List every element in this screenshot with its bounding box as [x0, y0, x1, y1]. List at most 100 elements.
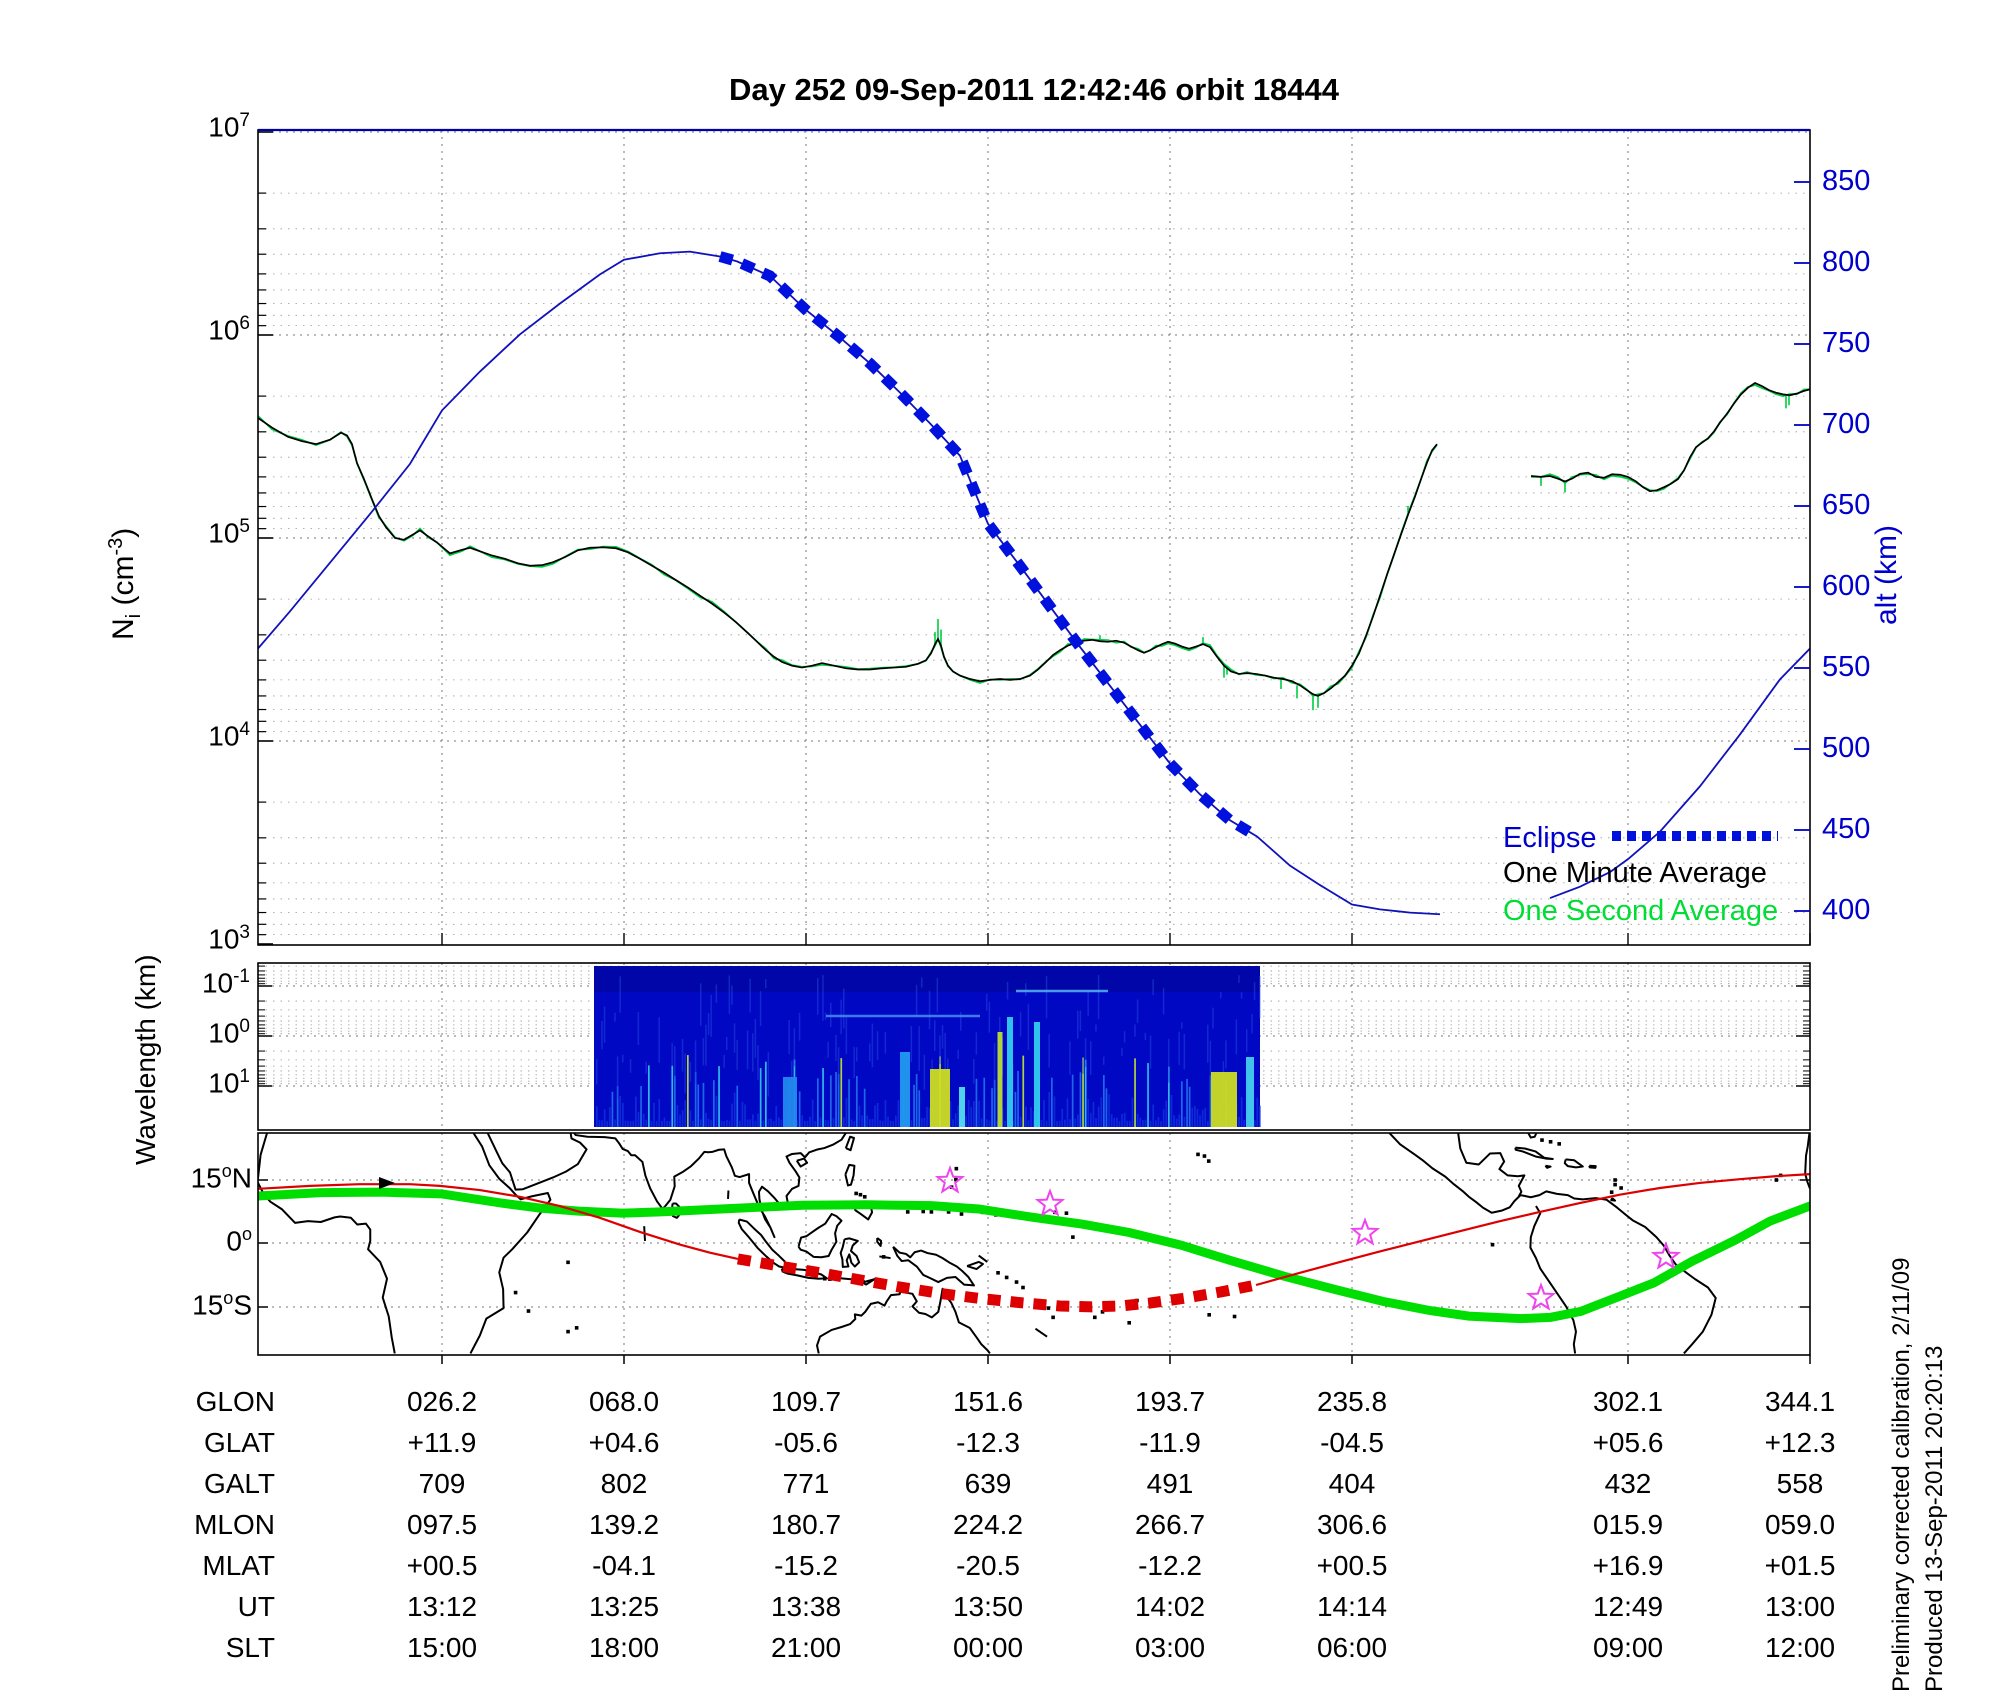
event-star-marker	[1034, 1188, 1066, 1217]
table-cell: 771	[782, 1468, 830, 1499]
ni-tick-label: 104	[208, 719, 250, 752]
table-cell: +12.3	[1764, 1427, 1836, 1458]
wavelength-axis-label: Wavelength (km)	[130, 954, 162, 1165]
orbit-track	[1255, 1173, 1810, 1287]
table-cell: 12:00	[1764, 1632, 1836, 1663]
spectrogram-hotspot	[1034, 1022, 1040, 1127]
spectrogram-hotspot	[900, 1052, 910, 1127]
table-cell: 224.2	[952, 1509, 1024, 1540]
table-cell: +11.9	[407, 1427, 477, 1458]
table-cell: 18:00	[588, 1632, 660, 1663]
map-lat-label: 15oN	[190, 1161, 252, 1194]
table-cell: 00:00	[952, 1632, 1024, 1663]
table-row-label: GLON	[195, 1386, 275, 1417]
alt-tick-label: 450	[1822, 813, 1871, 845]
table-cell: 06:00	[1316, 1632, 1388, 1663]
ni-tick-label: 107	[208, 110, 250, 143]
plot-title: Day 252 09-Sep-2011 12:42:46 orbit 18444	[728, 72, 1340, 107]
table-row-label: MLAT	[202, 1550, 275, 1581]
table-cell: 03:00	[1134, 1632, 1206, 1663]
wavelength-tick-label: 100	[208, 1016, 250, 1049]
table-cell: 13:12	[406, 1591, 478, 1622]
spectrogram-hotspot	[1246, 1057, 1254, 1127]
table-cell: 09:00	[1592, 1632, 1664, 1663]
table-cell: +01.5	[1764, 1550, 1836, 1581]
density-altitude-panel	[257, 128, 1811, 946]
table-cell: 302.1	[1592, 1386, 1664, 1417]
footer-produced-note: Produced 13-Sep-2011 20:20:13	[1921, 1345, 1948, 1693]
alt-axis-label-text: alt (km)	[1870, 525, 1903, 625]
ni-tick-label: 103	[208, 922, 250, 955]
one-minute-average-curve	[1530, 382, 1810, 493]
table-cell: 026.2	[406, 1386, 478, 1417]
world-map-panel	[257, 1132, 1811, 1364]
table-cell: -15.2	[774, 1550, 838, 1581]
track-direction-arrow	[379, 1177, 395, 1189]
table-cell: 097.5	[406, 1509, 478, 1540]
table-cell: 558	[1776, 1468, 1824, 1499]
table-cell: 14:14	[1316, 1591, 1388, 1622]
orbit-track-eclipse	[736, 1253, 1258, 1313]
legend-eclipse-label: Eclipse	[1503, 822, 1597, 854]
table-cell: 344.1	[1764, 1386, 1836, 1417]
table-cell: 21:00	[770, 1632, 842, 1663]
table-cell: -04.5	[1320, 1427, 1384, 1458]
alt-tick-label: 800	[1822, 246, 1871, 278]
spectrogram-hotspot	[930, 1069, 950, 1127]
wavelength-axis-label-text: Wavelength (km)	[130, 954, 161, 1165]
alt-tick-label: 750	[1822, 327, 1871, 359]
table-row-label: GALT	[203, 1468, 275, 1499]
map-lat-label: 15oS	[192, 1288, 252, 1321]
wavelength-tick-label: 10-1	[201, 966, 250, 999]
wavelength-spectrogram-panel	[257, 962, 1811, 1131]
table-cell: 639	[964, 1468, 1012, 1499]
legend-one-minute-label: One Minute Average	[1503, 857, 1767, 889]
event-star-marker	[1525, 1282, 1557, 1311]
magnetic-equator-track	[258, 1187, 1810, 1324]
table-cell: -20.5	[956, 1550, 1020, 1581]
wavelength-tick-label: 101	[208, 1066, 250, 1099]
table-cell: 13:00	[1764, 1591, 1836, 1622]
table-cell: 12:49	[1592, 1591, 1664, 1622]
table-cell: 151.6	[952, 1386, 1024, 1417]
table-cell: 709	[418, 1468, 466, 1499]
table-cell: -11.9	[1139, 1427, 1201, 1458]
table-cell: 068.0	[588, 1386, 660, 1417]
table-cell: 491	[1146, 1468, 1194, 1499]
spectrogram-hotspot	[1007, 1017, 1013, 1127]
table-cell: +00.5	[406, 1550, 478, 1581]
footer-calibration-note: Preliminary corrected calibration, 2/11/…	[1888, 1257, 1915, 1692]
table-cell: 13:25	[588, 1591, 660, 1622]
ni-tick-label: 105	[208, 516, 250, 549]
alt-tick-label: 600	[1822, 570, 1871, 602]
table-cell: 235.8	[1316, 1386, 1388, 1417]
table-row-label: SLT	[225, 1632, 275, 1663]
table-cell: 266.7	[1134, 1509, 1206, 1540]
table-cell: 059.0	[1764, 1509, 1836, 1540]
alt-axis-label: alt (km)	[1870, 525, 1904, 625]
map-lat-label: 0o	[226, 1224, 252, 1257]
table-cell: 13:38	[770, 1591, 842, 1622]
table-row-label: UT	[237, 1591, 275, 1622]
alt-tick-label: 850	[1822, 165, 1871, 197]
table-cell: 306.6	[1316, 1509, 1388, 1540]
table-row-label: MLON	[194, 1509, 275, 1540]
alt-tick-label: 500	[1822, 732, 1871, 764]
spectrogram-block	[594, 966, 1260, 1127]
event-star-marker	[1650, 1241, 1682, 1270]
one-minute-average-curve	[258, 417, 1438, 697]
table-cell: 109.7	[770, 1386, 842, 1417]
table-cell: -12.2	[1138, 1550, 1202, 1581]
table-cell: 139.2	[588, 1509, 660, 1540]
table-cell: 13:50	[952, 1591, 1024, 1622]
table-cell: 180.7	[770, 1509, 842, 1540]
table-cell: -05.6	[774, 1427, 838, 1458]
alt-tick-label: 550	[1822, 651, 1871, 683]
table-cell: -12.3	[956, 1427, 1020, 1458]
coastlines	[258, 1133, 1810, 1355]
spectrogram-hotspot	[997, 1032, 1003, 1127]
table-cell: +00.5	[1316, 1550, 1388, 1581]
table-cell: 015.9	[1592, 1509, 1664, 1540]
